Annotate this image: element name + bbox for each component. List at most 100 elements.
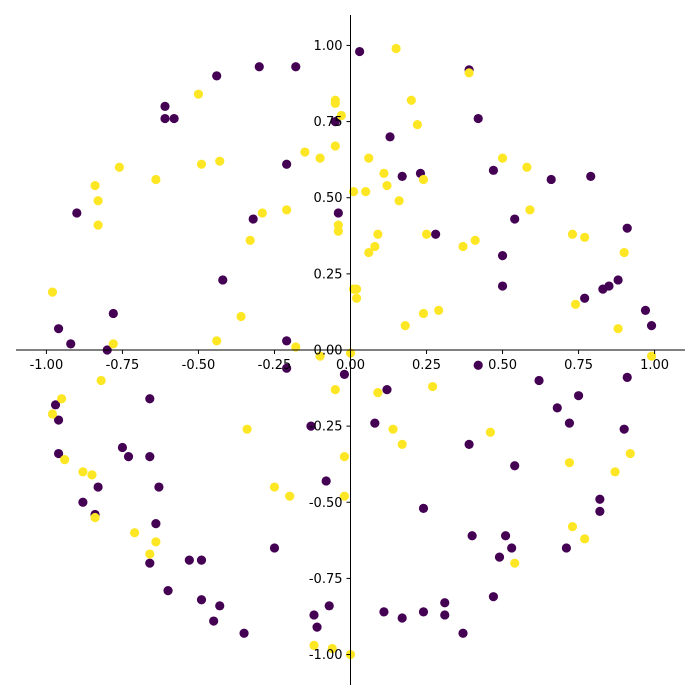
scatter-point [573, 391, 584, 401]
scatter-point [485, 427, 495, 437]
scatter-point [379, 607, 389, 617]
scatter-point [552, 403, 562, 413]
scatter-point [431, 229, 441, 239]
scatter-point [646, 351, 657, 361]
y-tick-label: -0.50 [309, 496, 343, 511]
scatter-point [333, 208, 343, 218]
scatter-point [580, 293, 590, 303]
scatter-point [418, 308, 429, 319]
scatter-point [196, 555, 207, 565]
scatter-point [351, 284, 362, 294]
scatter-point [47, 287, 58, 297]
scatter-point [248, 214, 258, 224]
x-tick-label: 0.75 [564, 358, 593, 373]
scatter-point [239, 628, 249, 638]
series-class-0 [50, 46, 657, 638]
scatter-point [93, 196, 103, 206]
scatter-point [507, 543, 517, 553]
scatter-point [196, 159, 207, 169]
scatter-point [53, 448, 64, 459]
scatter-point [391, 43, 401, 54]
scatter-point [613, 324, 623, 334]
scatter-point [339, 451, 350, 462]
scatter-point [546, 174, 556, 185]
scatter-point [640, 305, 651, 316]
scatter-point [379, 168, 389, 178]
scatter-point [193, 89, 204, 99]
scatter-point [151, 518, 161, 529]
scatter-point [53, 415, 64, 425]
scatter-point [397, 439, 407, 450]
scatter-point [282, 159, 292, 169]
scatter-point [397, 613, 407, 623]
scatter-point [497, 153, 508, 163]
scatter-point [184, 555, 194, 565]
scatter-point [595, 494, 605, 504]
scatter-point [257, 208, 267, 218]
scatter-point [96, 375, 106, 386]
x-tick-label: -1.00 [30, 358, 64, 373]
scatter-point [510, 558, 520, 568]
scatter-point [291, 62, 301, 72]
x-tick-label: 1.00 [640, 358, 669, 373]
scatter-point [145, 558, 155, 568]
scatter-point [53, 324, 64, 334]
scatter-point [458, 241, 468, 252]
scatter-point [434, 305, 444, 316]
scatter-point [525, 205, 535, 215]
scatter-point [215, 601, 225, 611]
scatter-point [625, 448, 635, 459]
scatter-point [421, 229, 432, 239]
scatter-point [300, 147, 310, 157]
scatter-point [373, 388, 383, 398]
scatter-point [282, 336, 292, 346]
scatter-point [361, 187, 371, 197]
scatter-point [412, 120, 422, 130]
scatter-point [108, 308, 118, 319]
scatter-point [282, 205, 292, 215]
scatter-point [330, 98, 340, 108]
scatter-point [567, 522, 578, 532]
scatter-point [473, 113, 483, 124]
scatter-point [418, 174, 429, 185]
scatter-point [47, 409, 58, 419]
scatter-point [619, 424, 629, 434]
y-tick-label: 0.25 [314, 267, 343, 282]
scatter-point [245, 235, 255, 245]
scatter-point [306, 421, 316, 431]
x-tick-label: -0.25 [258, 358, 292, 373]
scatter-point [78, 497, 88, 507]
scatter-point [610, 467, 620, 477]
scatter-point [330, 116, 340, 127]
y-tick-label: 0.50 [314, 191, 343, 206]
scatter-point [385, 132, 395, 142]
scatter-point [564, 458, 575, 468]
scatter-point [93, 482, 103, 492]
scatter-point [212, 71, 222, 81]
scatter-point [355, 46, 365, 57]
scatter-point [129, 528, 140, 538]
scatter-point [604, 281, 614, 291]
scatter-point [388, 424, 398, 434]
scatter-point [72, 208, 82, 218]
scatter-point [394, 196, 404, 206]
scatter-point [215, 156, 225, 166]
scatter-point [145, 451, 155, 462]
x-tick-label: 0.50 [488, 358, 517, 373]
scatter-point [151, 174, 161, 185]
scatter-point [370, 418, 380, 428]
scatter-point [348, 187, 359, 197]
scatter-point [467, 531, 477, 541]
scatter-point [440, 610, 450, 620]
scatter-point [570, 299, 581, 309]
scatter-point [242, 424, 252, 434]
scatter-point [50, 400, 61, 410]
y-tick-label: 0.75 [314, 115, 343, 130]
scatter-point [212, 336, 222, 346]
scatter-point [87, 470, 97, 480]
scatter-point [613, 275, 623, 285]
series-class-1 [47, 43, 657, 660]
scatter-point [90, 512, 100, 523]
scatter-point [561, 543, 572, 553]
scatter-point [564, 418, 575, 428]
